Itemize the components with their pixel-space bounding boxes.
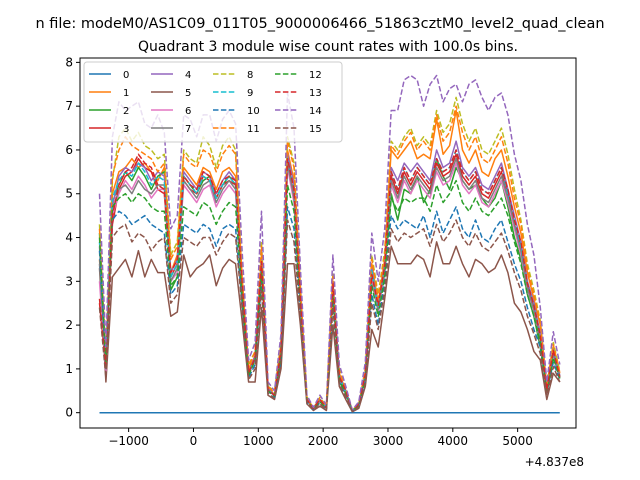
legend-label-2: 2 (123, 106, 129, 117)
x-tick-label: 2000 (308, 434, 339, 448)
y-tick-label: 0 (65, 406, 73, 420)
series-lines (98, 74, 561, 414)
x-offset-label: +4.837e8 (525, 455, 584, 469)
y-tick-label: 4 (65, 231, 73, 245)
legend-label-7: 7 (185, 124, 191, 135)
axes-frame (79, 57, 577, 429)
y-tick-label: 5 (65, 187, 73, 201)
legend-label-3: 3 (123, 124, 129, 135)
y-tick-label: 6 (65, 143, 73, 157)
legend-label-9: 9 (247, 88, 253, 99)
legend-label-1: 1 (123, 88, 129, 99)
legend-label-0: 0 (123, 70, 129, 81)
legend-label-6: 6 (185, 106, 191, 117)
x-tick-label: 1000 (243, 434, 274, 448)
series-line-14 (98, 74, 561, 411)
x-tick-label: −1000 (108, 434, 149, 448)
x-tick-label: 5000 (502, 434, 533, 448)
x-tick-label: 3000 (373, 434, 404, 448)
y-tick-label: 1 (65, 362, 73, 376)
y-tick-label: 7 (65, 99, 73, 113)
series-line-15 (98, 219, 561, 413)
legend-label-12: 12 (309, 70, 322, 81)
legend-label-8: 8 (247, 70, 253, 81)
x-tick-label: 4000 (438, 434, 469, 448)
y-tick-label: 3 (65, 274, 73, 288)
x-tick-label: 0 (190, 434, 198, 448)
y-tick-label: 8 (65, 55, 73, 69)
chart-title: Quadrant 3 module wise count rates with … (138, 39, 518, 55)
legend-label-4: 4 (185, 70, 191, 81)
legend-label-5: 5 (185, 88, 191, 99)
figure-suptitle: n file: modeM0/AS1C09_011T05_9000006466_… (35, 16, 604, 32)
legend-label-10: 10 (247, 106, 260, 117)
legend-label-15: 15 (309, 124, 322, 135)
y-tick-label: 2 (65, 318, 73, 332)
legend-label-11: 11 (247, 124, 260, 135)
legend-label-13: 13 (309, 88, 322, 99)
legend-box (83, 61, 343, 143)
legend-label-14: 14 (309, 106, 322, 117)
